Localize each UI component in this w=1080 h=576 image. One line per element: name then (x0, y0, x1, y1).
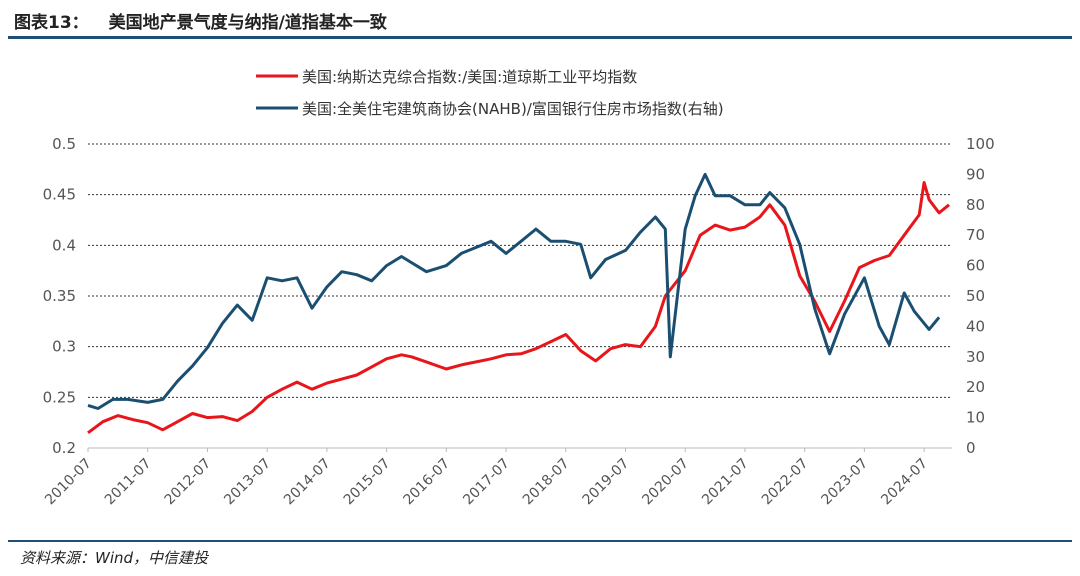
y-right-tick-label: 70 (966, 226, 985, 244)
figure-title: 图表13： 美国地产景气度与纳指/道指基本一致 (14, 8, 387, 33)
y-right-tick-label: 40 (966, 317, 985, 335)
y-right-tick-label: 100 (966, 135, 995, 153)
y-right-tick-label: 90 (966, 165, 985, 183)
x-tick-label: 2013-07 (221, 456, 274, 509)
bottom-divider (8, 540, 1072, 542)
y-left-tick-label: 0.35 (43, 287, 76, 305)
legend-label-nasdaq-dow-ratio: 美国:纳斯达克综合指数:/美国:道琼斯工业平均指数 (302, 68, 637, 86)
y-right-tick-label: 20 (966, 378, 985, 396)
x-tick-label: 2010-07 (42, 456, 95, 509)
figure-title-text: 美国地产景气度与纳指/道指基本一致 (108, 13, 387, 33)
x-tick-label: 2024-07 (878, 456, 931, 509)
series-line-nahb-index (87, 172, 941, 410)
y-left-tick-label: 0.25 (43, 388, 76, 406)
x-tick-label: 2016-07 (400, 456, 453, 509)
x-tick-label: 2012-07 (162, 456, 215, 509)
top-divider (8, 36, 1072, 39)
line-chart: 0.2 0.25 0.3 0.35 0.4 0.45 0.5 0 10 20 30 40 50 60 70 8… (42, 68, 995, 509)
x-tick-label: 2021-07 (699, 456, 752, 509)
legend-label-nahb-index: 美国:全美住宅建筑商协会(NAHB)/富国银行住房市场指数(右轴) (302, 100, 724, 118)
y-right-tick-label: 80 (966, 196, 985, 214)
y-left-tick-label: 0.5 (52, 135, 76, 153)
x-tick-label: 2015-07 (341, 456, 394, 509)
x-tick-label: 2011-07 (102, 456, 155, 509)
y-left-tick-label: 0.2 (52, 439, 76, 457)
x-tick-label: 2017-07 (460, 456, 513, 509)
x-tick-label: 2018-07 (520, 456, 573, 509)
x-tick-label: 2022-07 (759, 456, 812, 509)
x-tick-label: 2023-07 (819, 456, 872, 509)
series-line-nasdaq-dow-ratio (87, 181, 950, 435)
y-left-tick-label: 0.45 (43, 186, 76, 204)
y-right-tick-label: 60 (966, 257, 985, 275)
y-left-tick-label: 0.3 (52, 338, 76, 356)
y-right-tick-label: 10 (966, 409, 985, 427)
figure-number: 图表13： (14, 13, 89, 33)
x-tick-label: 2020-07 (639, 456, 692, 509)
y-right-tick-label: 30 (966, 348, 985, 366)
y-right-tick-label: 50 (966, 287, 985, 305)
y-right-tick-label: 0 (966, 439, 976, 457)
x-tick-label: 2014-07 (281, 456, 334, 509)
source-note: 资料来源：Wind，中信建投 (20, 549, 209, 567)
y-left-tick-label: 0.4 (52, 236, 76, 254)
x-tick-label: 2019-07 (580, 456, 633, 509)
